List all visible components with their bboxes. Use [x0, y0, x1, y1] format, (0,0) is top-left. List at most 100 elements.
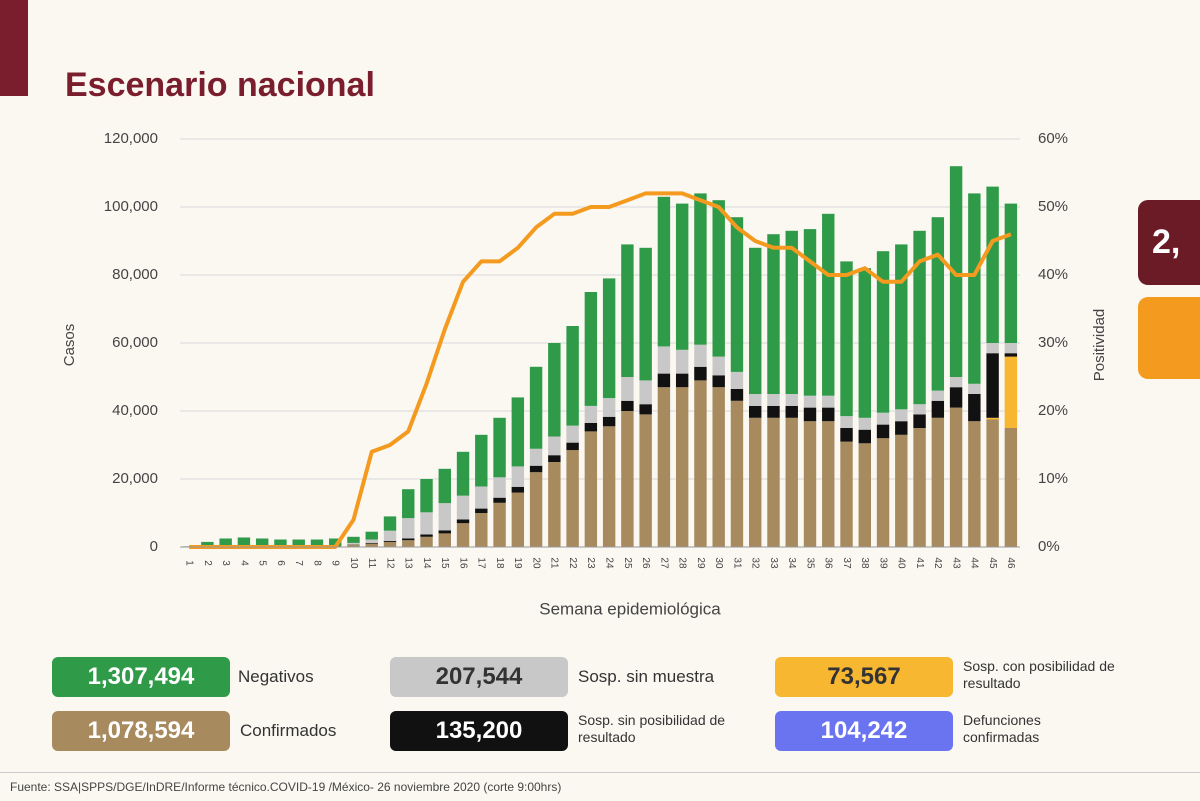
bar-segment	[895, 435, 907, 547]
bar-segment	[585, 292, 597, 406]
x-tick-label: 25	[622, 557, 633, 569]
bar-segment	[384, 542, 396, 547]
bar-segment	[786, 406, 798, 418]
bar-segment	[621, 401, 633, 411]
bar-segment	[457, 496, 469, 520]
bar-segment	[913, 404, 925, 414]
x-tick-label: 10	[348, 557, 359, 569]
bar-segment	[840, 416, 852, 428]
y-tick-label: 60,000	[112, 334, 158, 351]
x-tick-label: 36	[823, 557, 834, 569]
bar-segment	[530, 449, 542, 466]
x-tick-label: 19	[512, 557, 523, 569]
bar-segment	[439, 469, 451, 503]
x-tick-label: 8	[311, 560, 322, 566]
bar-segment	[840, 428, 852, 442]
x-tick-label: 28	[677, 557, 688, 569]
bar-segment	[694, 345, 706, 367]
bar-segment	[786, 231, 798, 394]
x-tick-label: 21	[549, 557, 560, 569]
bar-segment	[347, 537, 359, 543]
x-tick-label: 5	[257, 560, 268, 566]
bar-segment	[603, 417, 615, 427]
bar-segment	[749, 248, 761, 394]
x-tick-label: 23	[585, 557, 596, 569]
bar-segment	[694, 193, 706, 344]
legend-label: Negativos	[238, 667, 314, 687]
x-tick-label: 17	[476, 557, 487, 569]
bar-segment	[366, 544, 378, 547]
bar-segment	[384, 516, 396, 530]
x-tick-label: 1	[183, 560, 194, 566]
bar-segment	[621, 377, 633, 401]
bar-segment	[475, 509, 487, 513]
bar-segment	[877, 251, 889, 413]
legend-value-box: 73,567	[775, 657, 953, 697]
x-tick-label: 22	[567, 557, 578, 569]
y-axis-title: Casos	[61, 324, 78, 367]
bar-segment	[420, 512, 432, 534]
bar-segment	[822, 396, 834, 408]
x-tick-label: 14	[421, 557, 432, 569]
x-tick-label: 29	[695, 557, 706, 569]
bar-segment	[822, 421, 834, 547]
bar-segment	[950, 387, 962, 407]
x-tick-label: 44	[969, 557, 980, 569]
legend-value-box: 104,242	[775, 711, 953, 751]
y-tick-label: 100,000	[104, 198, 158, 215]
side-box	[1138, 297, 1200, 379]
footer: Fuente: SSA|SPPS/DGE/InDRE/Informe técni…	[0, 772, 1200, 800]
bar-segment	[585, 406, 597, 423]
x-tick-label: 11	[366, 558, 377, 569]
legend-value-box: 207,544	[390, 657, 568, 697]
bar-segment	[986, 343, 998, 353]
x-tick-label: 26	[640, 557, 651, 569]
bar-segment	[913, 414, 925, 428]
bar-segment	[822, 408, 834, 422]
bar-segment	[384, 531, 396, 541]
bar-segment	[658, 346, 670, 373]
bar-segment	[402, 539, 414, 541]
y2-tick-label: 10%	[1038, 470, 1068, 487]
x-tick-label: 4	[238, 560, 249, 566]
bar-segment	[530, 466, 542, 472]
bar-segment	[676, 374, 688, 388]
bar-segment	[932, 217, 944, 390]
bar-segment	[512, 397, 524, 466]
x-tick-label: 6	[275, 560, 286, 566]
bar-segment	[859, 418, 871, 430]
x-tick-label: 43	[950, 557, 961, 569]
bar-segment	[840, 261, 852, 416]
bar-segment	[366, 532, 378, 540]
bar-segment	[877, 413, 889, 425]
bar-segment	[731, 389, 743, 401]
bar-segment	[731, 372, 743, 389]
x-tick-label: 34	[786, 557, 797, 569]
bar-segment	[439, 530, 451, 533]
x-tick-label: 46	[1005, 557, 1016, 569]
bar-segment	[932, 391, 944, 401]
x-tick-label: 37	[841, 557, 852, 569]
legend-label: Sosp. sin posibilidad de resultado	[578, 712, 758, 746]
bar-segment	[767, 406, 779, 418]
bar-segment	[859, 443, 871, 547]
bar-segment	[420, 534, 432, 536]
x-tick-label: 15	[439, 557, 450, 569]
x-tick-label: 20	[530, 557, 541, 569]
legend-value-box: 1,078,594	[52, 711, 230, 751]
y-tick-label: 20,000	[112, 470, 158, 487]
y-tick-label: 80,000	[112, 266, 158, 283]
bar-segment	[749, 406, 761, 418]
x-tick-label: 12	[384, 557, 395, 569]
bar-segment	[493, 503, 505, 547]
legend-value-box: 1,307,494	[52, 657, 230, 697]
bar-segment	[658, 197, 670, 347]
bar-segment	[694, 367, 706, 381]
x-tick-label: 45	[987, 557, 998, 569]
bar-segment	[804, 421, 816, 547]
bar-segment	[457, 519, 469, 523]
bar-segment	[566, 426, 578, 443]
bar-segment	[840, 442, 852, 547]
bar-segment	[347, 543, 359, 545]
bar-segment	[439, 533, 451, 547]
